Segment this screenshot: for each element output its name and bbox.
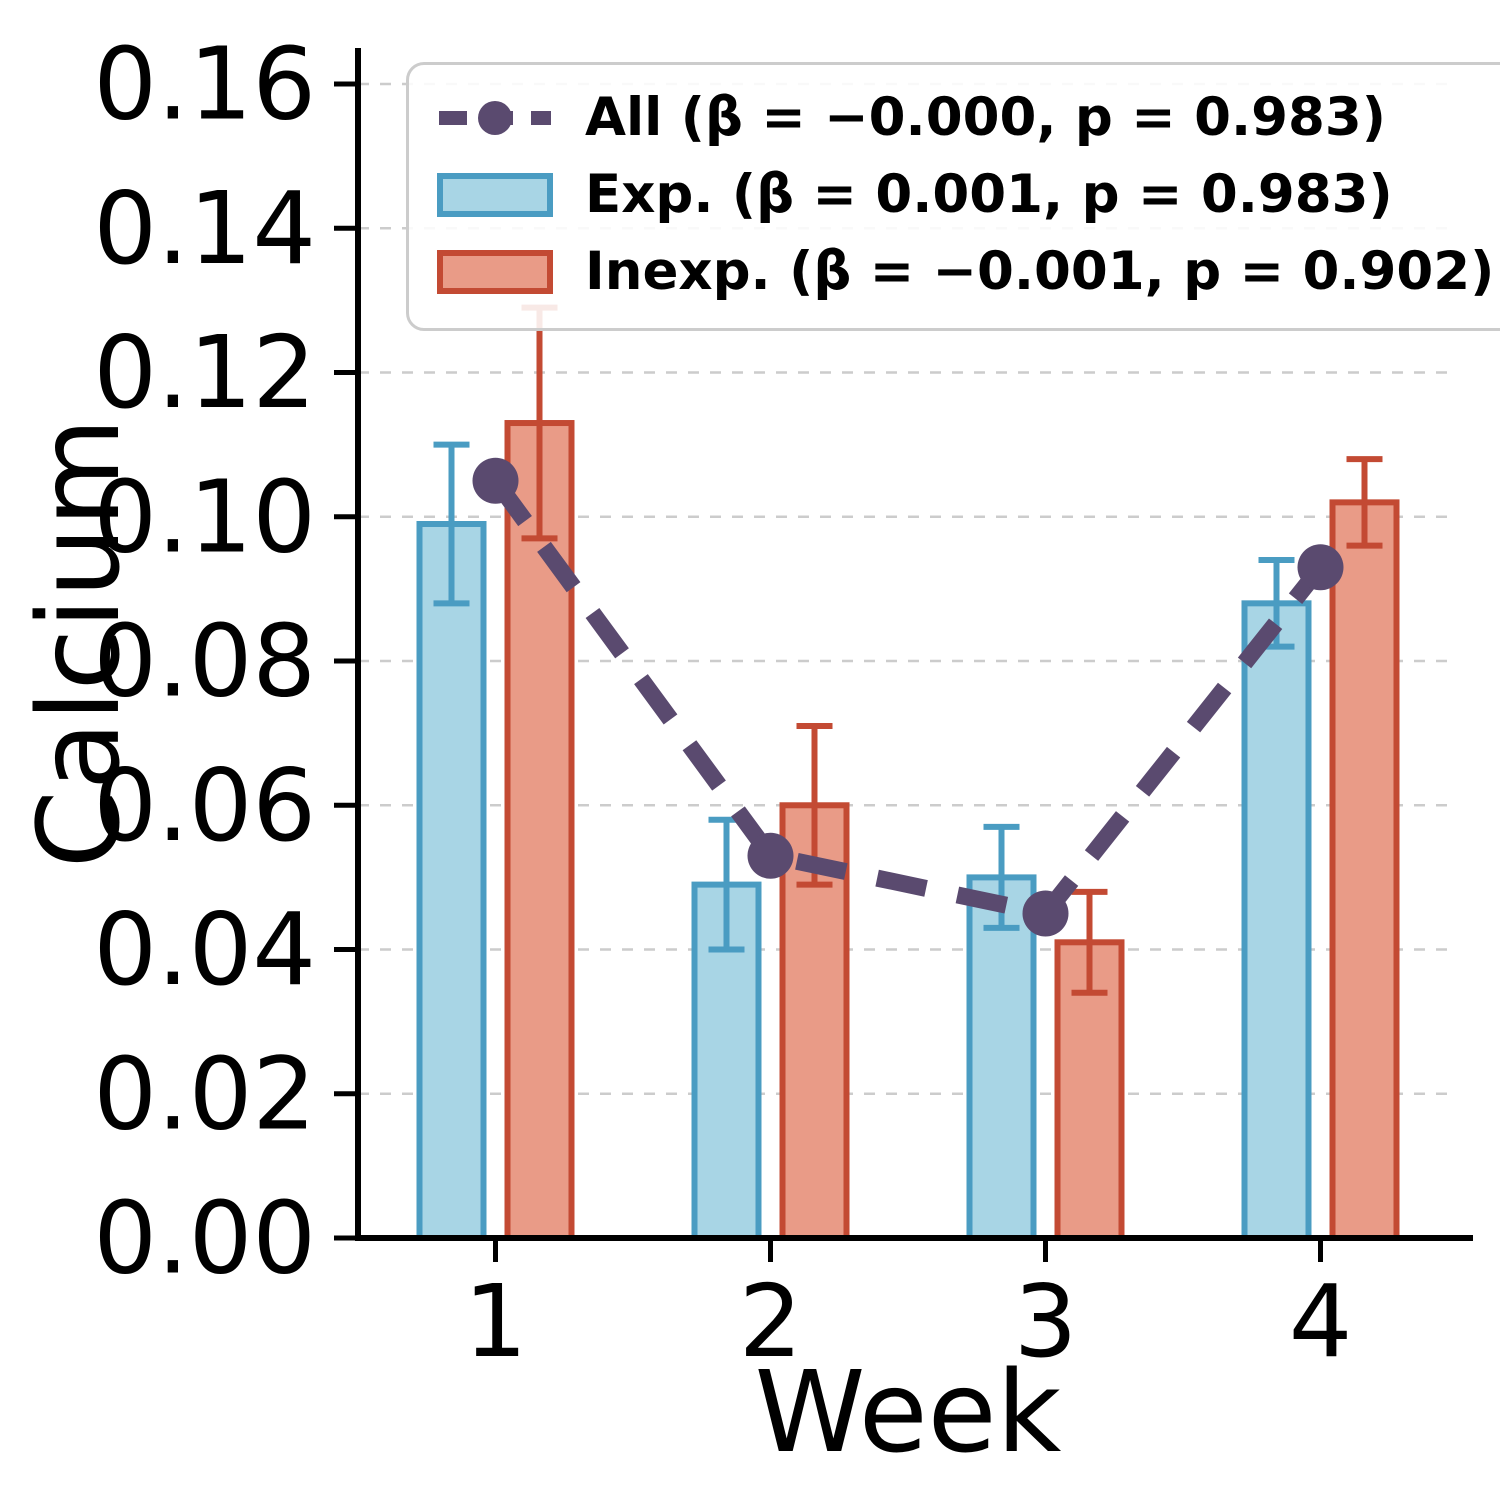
legend-item-exp: Exp. (β = 0.001, p = 0.983) [435, 164, 1494, 225]
bar-exp-week-1 [416, 521, 487, 1241]
y-tick-label: 0.02 [93, 1035, 316, 1152]
legend-swatch-inexp [437, 249, 553, 294]
marker-all-week-1 [472, 457, 519, 504]
legend-inexp-swatch [437, 249, 553, 294]
line-all [488, 475, 1328, 923]
y-tick-label: 0.06 [93, 747, 316, 864]
y-axis-label: Calcium [15, 417, 145, 869]
y-tick-label: 0.12 [93, 314, 316, 431]
y-tick-label: 0.10 [93, 458, 316, 575]
x-tick-label: 2 [739, 1263, 803, 1380]
legend: All (β = −0.000, p = 0.983) Exp. (β = 0.… [406, 62, 1500, 331]
legend-item-all: All (β = −0.000, p = 0.983) [435, 87, 1494, 148]
bar-exp-week-3 [966, 874, 1037, 1241]
legend-label-all: All (β = −0.000, p = 0.983) [585, 87, 1387, 148]
bar-inexp-week-4 [1329, 499, 1400, 1241]
marker-all-week-3 [1022, 890, 1069, 937]
x-tick-label: 3 [1014, 1263, 1078, 1380]
legend-swatch-exp [437, 172, 553, 217]
bar-inexp-week-1 [504, 420, 575, 1242]
y-tick-label: 0.04 [93, 891, 316, 1008]
y-tick-label: 0.14 [93, 170, 316, 287]
legend-marker-all [478, 100, 512, 135]
legend-exp-swatch [437, 172, 553, 217]
x-axis-label: Week [754, 1348, 1062, 1478]
x-tick-label: 4 [1289, 1263, 1353, 1380]
y-tick-label: 0.00 [93, 1180, 316, 1297]
legend-item-inexp: Inexp. (β = −0.001, p = 0.902) [435, 241, 1494, 302]
marker-all-week-4 [1297, 544, 1344, 591]
y-tick-label: 0.16 [93, 26, 316, 143]
y-tick-label: 0.08 [93, 603, 316, 720]
x-tick-label: 1 [464, 1263, 528, 1380]
bar-exp-week-4 [1241, 600, 1312, 1241]
marker-all-week-2 [747, 832, 794, 879]
legend-label-inexp: Inexp. (β = −0.001, p = 0.902) [585, 241, 1495, 302]
legend-label-exp: Exp. (β = 0.001, p = 0.983) [585, 164, 1393, 225]
legend-all-swatch [439, 100, 551, 135]
